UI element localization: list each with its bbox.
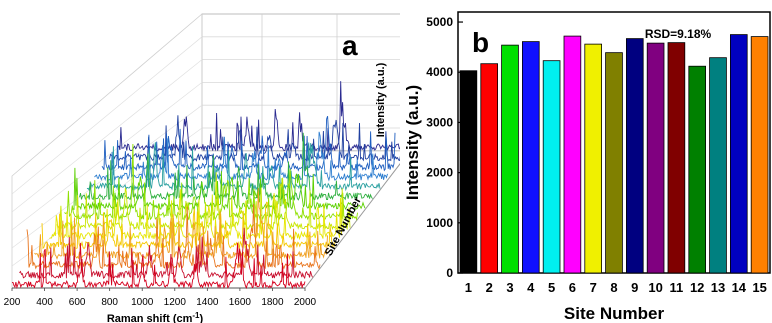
bar-site-2 — [480, 63, 499, 274]
raman-3d-chart: 200 400 600 800 1000 1200 1400 1600 1800 2000 Rama… — [4, 13, 400, 323]
side-grid-line — [11, 36, 203, 195]
panel-label-a: a — [342, 30, 358, 61]
x-tick-label-4: 4 — [527, 280, 535, 295]
spectrum-site-2 — [19, 227, 313, 280]
spectrum-site-1 — [11, 242, 306, 290]
intensity-axis-title: Intensity (a.u.) — [375, 62, 387, 137]
x-tick-label-11: 11 — [670, 280, 684, 295]
x-axis-title: Site Number — [564, 304, 665, 323]
x-tick-label: 800 — [101, 297, 118, 308]
x-axis-title: Raman shift (cm-1) — [107, 311, 204, 323]
site-intensity-bar-chart: 1 2 3 4 5 6 7 8 9 10 11 12 13 14 150100020003000400050… — [403, 11, 771, 323]
bar-site-5 — [542, 60, 561, 274]
x-tick-label-15: 15 — [752, 280, 766, 295]
spectrum-site-11 — [86, 142, 381, 192]
x-tick-label: 1600 — [229, 297, 252, 308]
bar-site-14 — [729, 34, 748, 274]
spectrum-site-14 — [109, 115, 400, 163]
bar-site-8 — [605, 52, 623, 274]
rsd-annotation: RSD=9.18% — [645, 27, 712, 41]
x-tick-label: 200 — [4, 297, 21, 308]
bar-site-9 — [625, 38, 644, 274]
x-tick-label: 400 — [36, 297, 53, 308]
x-tick-label-8: 8 — [610, 280, 617, 295]
y-tick-label: 4000 — [426, 65, 453, 79]
bar-site-6 — [563, 35, 582, 274]
x-tick-label: 2000 — [294, 297, 317, 308]
x-tick-label: 1400 — [196, 297, 219, 308]
bar-site-1 — [459, 70, 478, 274]
x-tick-label-13: 13 — [711, 280, 725, 295]
x-tick-label-14: 14 — [732, 280, 747, 295]
x-tick-label-9: 9 — [631, 280, 638, 295]
bar-site-12 — [688, 65, 706, 274]
y-tick-label: 5000 — [426, 15, 453, 29]
bar-site-7 — [584, 43, 603, 274]
x-tick-label: 1800 — [261, 297, 284, 308]
y-tick-label: 0 — [446, 266, 453, 280]
x-tick-label-10: 10 — [648, 280, 662, 295]
y-tick-label: 2000 — [426, 166, 453, 180]
bar-site-15 — [750, 36, 769, 274]
spectrum-site-8 — [64, 143, 358, 221]
floor-edge — [304, 163, 400, 289]
x-tick-label: 600 — [69, 297, 86, 308]
spectrum-site-12 — [94, 131, 388, 182]
x-tick-label-1: 1 — [465, 280, 472, 295]
y-axis-title: Intensity (a.u.) — [403, 85, 422, 200]
bar-site-4 — [522, 41, 540, 274]
x-tick-label: 1000 — [131, 297, 154, 308]
x-tick-label-6: 6 — [569, 280, 576, 295]
bar-site-3 — [501, 44, 519, 274]
spectrum-site-3 — [26, 203, 321, 271]
y-tick-label: 3000 — [426, 115, 453, 129]
side-grid-line — [11, 127, 203, 267]
x-tick-label-12: 12 — [690, 280, 704, 295]
bar-site-10 — [646, 42, 665, 274]
x-tick-label-7: 7 — [590, 280, 597, 295]
y-tick-label: 1000 — [426, 216, 453, 230]
bar-site-13 — [709, 57, 727, 274]
spectrum-site-10 — [79, 132, 373, 202]
panel-label-b: b — [472, 27, 489, 58]
spectrum-site-15 — [116, 81, 400, 153]
x-tick-label-5: 5 — [548, 280, 555, 295]
side-grid-line — [11, 82, 203, 231]
x-tick-label-2: 2 — [486, 280, 493, 295]
x-tick-label-3: 3 — [506, 280, 513, 295]
x-tick-label: 1200 — [164, 297, 187, 308]
side-grid-line — [11, 59, 203, 213]
bar-site-11 — [667, 42, 686, 274]
